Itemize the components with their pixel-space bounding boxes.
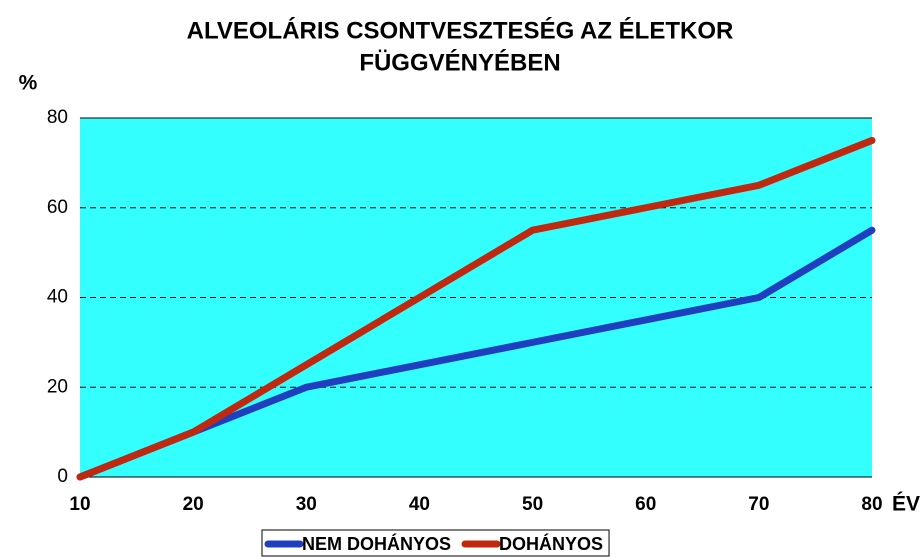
y-tick-label: 40 xyxy=(47,287,68,308)
legend-label: DOHÁNYOS xyxy=(499,533,603,554)
y-tick-label: 80 xyxy=(47,107,68,128)
x-tick-label: 80 xyxy=(861,494,882,515)
legend: NEM DOHÁNYOS DOHÁNYOS xyxy=(261,529,610,557)
x-tick-label: 70 xyxy=(748,494,769,515)
legend-box xyxy=(261,529,610,557)
x-tick-label: 20 xyxy=(183,494,204,515)
chart-title: FÜGGVÉNYÉBEN xyxy=(359,48,560,76)
data-line xyxy=(76,136,876,481)
y-tick-label: 60 xyxy=(47,197,68,218)
y-tick-label: 20 xyxy=(47,376,68,397)
x-tick-label: 10 xyxy=(69,494,90,515)
y-axis-label: % xyxy=(19,72,38,95)
x-tick-label: 50 xyxy=(522,494,543,515)
x-tick-label: 60 xyxy=(635,494,656,515)
x-tick-label: 40 xyxy=(409,494,430,515)
legend-label: NEM DOHÁNYOS xyxy=(302,533,451,554)
x-tick-label: 30 xyxy=(296,494,317,515)
chart-title: ALVEOLÁRIS CSONTVESZTESÉG AZ ÉLETKOR xyxy=(187,16,734,44)
x-axis-label: ÉV xyxy=(892,493,920,516)
y-tick-label: 0 xyxy=(57,466,68,487)
